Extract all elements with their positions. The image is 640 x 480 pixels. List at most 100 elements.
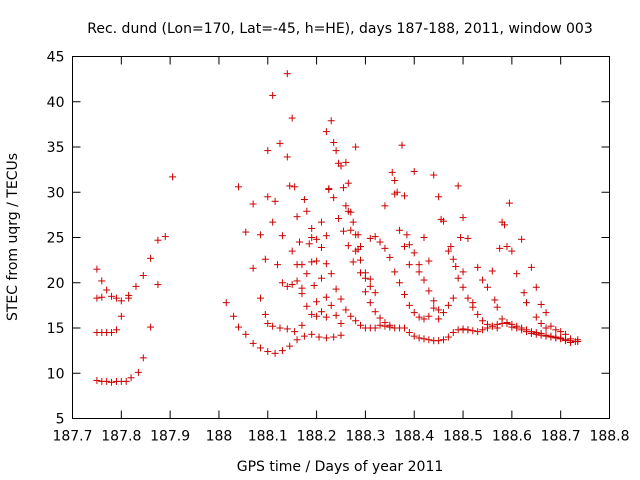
data-point — [291, 183, 299, 191]
data-point — [430, 171, 438, 179]
data-point — [405, 241, 413, 249]
data-point — [352, 143, 360, 151]
data-point — [400, 291, 408, 299]
data-point — [474, 310, 482, 318]
data-point — [371, 289, 379, 297]
data-point — [335, 214, 343, 222]
data-point — [496, 244, 504, 252]
data-point — [398, 141, 406, 149]
data-point — [291, 328, 299, 336]
data-point — [339, 184, 347, 192]
data-point — [425, 336, 433, 344]
data-point — [286, 342, 294, 350]
data-point — [256, 344, 264, 352]
data-point — [154, 281, 162, 289]
data-point — [293, 336, 301, 344]
data-point — [139, 354, 147, 362]
data-point — [361, 288, 369, 296]
data-point — [357, 243, 365, 251]
data-point — [337, 319, 345, 327]
data-point — [452, 262, 460, 270]
data-point — [271, 349, 279, 357]
data-point — [349, 258, 357, 266]
data-point — [303, 302, 311, 310]
data-point — [405, 261, 413, 269]
data-point — [459, 268, 467, 276]
data-point — [122, 377, 130, 385]
x-axis-label: GPS time / Days of year 2011 — [237, 459, 444, 475]
data-point — [474, 263, 482, 271]
data-point — [342, 158, 350, 166]
data-point — [300, 332, 308, 340]
y-tick-label: 5 — [56, 412, 65, 428]
data-point — [261, 255, 269, 263]
data-point — [366, 282, 374, 290]
data-point — [313, 298, 321, 306]
data-point — [518, 326, 526, 334]
data-point — [552, 334, 560, 342]
data-point — [488, 267, 496, 275]
data-point — [293, 213, 301, 221]
data-point — [313, 235, 321, 243]
data-point — [366, 299, 374, 307]
data-point — [127, 374, 135, 382]
data-point — [444, 247, 452, 255]
data-point — [269, 218, 277, 226]
data-point — [303, 270, 311, 278]
data-point — [513, 270, 521, 278]
data-point — [313, 257, 321, 265]
data-point — [288, 114, 296, 122]
data-point — [435, 337, 443, 345]
data-point — [322, 128, 330, 136]
data-point — [278, 279, 286, 287]
data-point — [425, 257, 433, 265]
data-point — [286, 182, 294, 190]
x-tick-label: 188.5 — [443, 429, 483, 445]
data-point — [420, 234, 428, 241]
data-point — [449, 294, 457, 302]
data-point — [337, 162, 345, 170]
data-point — [457, 234, 465, 241]
data-point — [234, 183, 242, 191]
data-point — [354, 231, 362, 239]
data-point — [249, 200, 257, 208]
data-point — [125, 291, 133, 299]
data-point — [108, 292, 116, 300]
data-point — [557, 335, 565, 343]
data-point — [562, 330, 570, 338]
data-point — [278, 232, 286, 240]
data-point — [410, 309, 418, 317]
data-point — [169, 173, 177, 181]
y-tick-label: 30 — [47, 185, 65, 201]
data-point — [296, 238, 304, 246]
data-point — [562, 337, 570, 345]
data-point — [532, 330, 540, 338]
y-tick-label: 25 — [47, 231, 65, 247]
data-point — [400, 324, 408, 332]
data-point — [293, 277, 301, 285]
data-point — [357, 321, 365, 329]
data-point — [459, 325, 467, 333]
data-point — [537, 319, 545, 327]
data-point — [332, 285, 340, 293]
data-point — [400, 192, 408, 200]
x-axis: 187.7 187.8 187.9 188 188.1 188.2 188.3 188.4 18… — [52, 56, 630, 445]
data-point — [308, 310, 316, 318]
data-point — [322, 293, 330, 301]
data-point — [317, 218, 325, 226]
data-point — [410, 249, 418, 257]
data-point — [230, 312, 238, 320]
data-point — [425, 312, 433, 320]
x-tick-label: 188.3 — [345, 429, 385, 445]
data-point — [322, 334, 330, 342]
data-point — [366, 234, 374, 242]
data-point — [376, 321, 384, 329]
data-point — [242, 228, 250, 236]
data-point — [415, 334, 423, 342]
y-tick-label: 20 — [47, 276, 65, 292]
data-point — [371, 308, 379, 316]
y-tick-label: 15 — [47, 321, 65, 337]
data-point — [256, 231, 264, 239]
data-point — [308, 234, 316, 241]
data-point — [391, 268, 399, 276]
